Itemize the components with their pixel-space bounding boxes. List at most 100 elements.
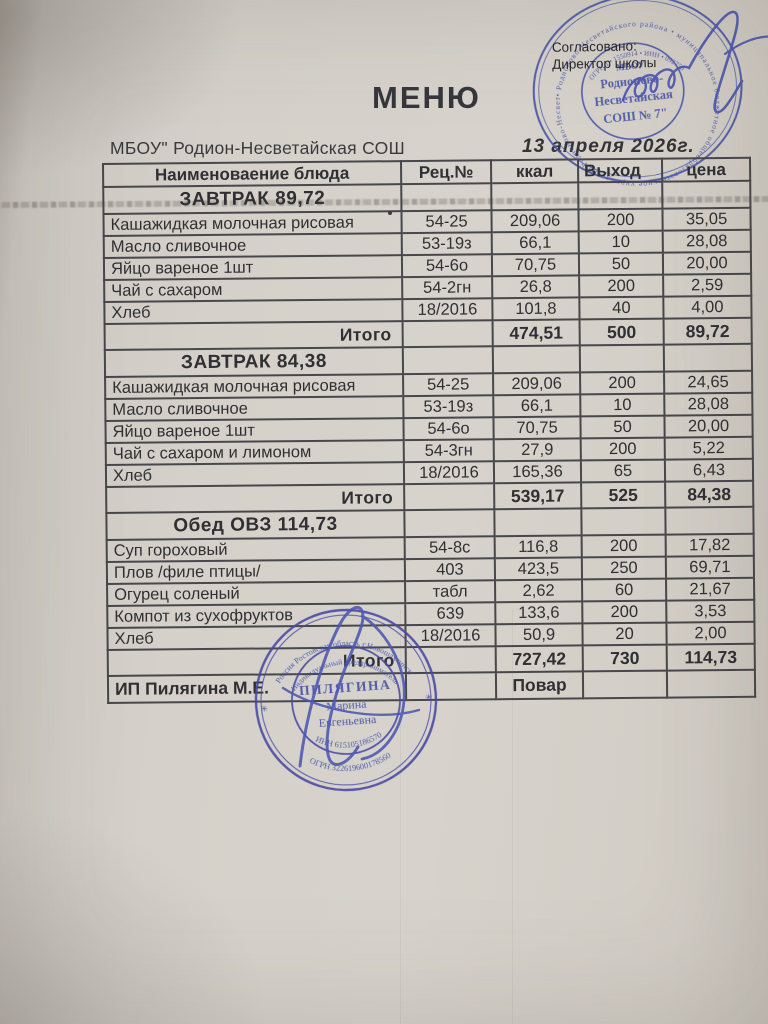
dish-row-0-4-cell-1: 18/2016 (402, 298, 493, 322)
dish-row-0-4-cell-3: 40 (579, 296, 664, 320)
dish-row-1-2-cell-3: 50 (580, 415, 665, 439)
menu-table: Наименоваение блюда Рец.№ ккал Выход цена ЗАВ… (102, 157, 756, 704)
dish-row-2-2-cell-0: Огурец соленый (107, 581, 406, 606)
dish-row-2-4-cell-3: 20 (582, 622, 667, 646)
dish-row-2-3-cell-0: Компот из сухофруктов (107, 603, 406, 628)
dish-row-2-1-cell-0: Плов /филе птицы/ (106, 559, 406, 584)
total-row-0-cell-3: 500 (579, 318, 664, 346)
dish-row-0-0-cell-4: 35,05 (662, 207, 751, 231)
dish-row-1-2-cell-0: Яйцо вареное 1шт (105, 418, 404, 443)
section-title-row-2-cell-4 (665, 506, 754, 535)
approval-line1: Согласовано: (551, 38, 637, 55)
dish-row-0-0-cell-1: 54-25 (401, 210, 492, 234)
dish-row-2-0-cell-2: 116,8 (494, 535, 582, 559)
dish-row-2-1-cell-4: 69,71 (665, 555, 755, 579)
dish-row-2-1-cell-3: 250 (581, 556, 667, 580)
stray-ink-dot (388, 211, 392, 215)
page-title: МЕНЮ (372, 80, 481, 115)
dish-row-1-1-cell-2: 66,1 (493, 394, 581, 418)
paper-fold-line (512, 610, 513, 1024)
entrepreneur-stamp-ogrn: ОГРН 322619600178560 (308, 751, 394, 776)
dish-row-2-2-cell-4: 21,67 (666, 577, 755, 601)
svg-text:ОГРН 322619600178560: ОГРН 322619600178560 (308, 751, 394, 776)
dish-row-2-1-cell-2: 423,5 (494, 557, 583, 581)
dish-row-0-1-cell-4: 28,08 (662, 229, 751, 253)
dish-row-0-0-cell-2: 209,06 (491, 209, 579, 233)
total-row-1-cell-2: 539,17 (494, 482, 582, 510)
table-header-row-cell-0: Наименоваение блюда (103, 161, 402, 187)
section-title-row-2-cell-3 (581, 507, 666, 536)
dish-row-2-0-cell-0: Суп гороховый (106, 537, 405, 562)
total-row-2-cell-3: 730 (582, 644, 667, 672)
svg-text:ИНН 615105186570: ИНН 615105186570 (314, 730, 384, 752)
section-title-row-1-cell-0: ЗАВТРАК 84,38 (104, 347, 404, 377)
dish-row-2-0-cell-4: 17,82 (665, 533, 754, 557)
menu-date: 13 апреля 2026г. (522, 136, 695, 157)
dish-row-2-4-cell-0: Хлеб (107, 625, 406, 650)
dish-row-1-3-cell-3: 200 (580, 437, 665, 461)
dish-row-0-3-cell-0: Чай с сахаром (104, 277, 403, 302)
total-row-2-cell-4: 114,73 (666, 643, 755, 671)
dish-row-2-2-cell-1: табл (405, 580, 496, 604)
stamp-star-left-icon: ✳ (260, 703, 269, 714)
dish-row-0-4-cell-0: Хлеб (104, 299, 403, 324)
footer-row: ИП Пилягина М.Е. Повар (107, 669, 756, 703)
section-title-row-1-cell-1 (402, 346, 494, 375)
dish-row-0-1-cell-0: Масло сливочное (103, 233, 402, 258)
dish-row-0-0-cell-3: 200 (578, 208, 663, 232)
dish-row-0-1-cell-2: 66,1 (491, 231, 579, 255)
dish-row-0-2-cell-3: 50 (578, 252, 664, 276)
dish-row-1-0-cell-1: 54-25 (403, 373, 494, 397)
section-title-row-1-cell-2 (492, 345, 581, 374)
footer-row-cell-1 (405, 672, 497, 701)
entrepreneur-stamp-inn: ИНН 615105186570 (314, 730, 384, 752)
dish-row-0-0-cell-0: Кашажидкая молочная рисовая (103, 211, 402, 236)
total-row-0-cell-4: 89,72 (663, 317, 752, 345)
dish-row-2-0-cell-3: 200 (581, 534, 666, 558)
dish-row-2-3-cell-3: 200 (582, 600, 667, 624)
dish-row-1-4-cell-2: 165,36 (493, 460, 582, 484)
dish-row-2-0-cell-1: 54-8с (404, 536, 495, 560)
dish-row-1-1-cell-0: Масло сливочное (105, 396, 404, 421)
dish-row-1-2-cell-4: 20,00 (664, 414, 753, 438)
dish-row-2-3-cell-1: 639 (405, 602, 496, 626)
dish-row-2-2-cell-2: 2,62 (495, 579, 583, 603)
total-row-1-cell-1 (404, 483, 495, 511)
dish-row-2-3-cell-4: 3,53 (666, 599, 755, 623)
total-row-0-cell-2: 474,51 (492, 319, 580, 347)
dish-row-1-1-cell-3: 10 (580, 393, 665, 417)
dish-row-1-4-cell-3: 65 (580, 459, 666, 483)
section-title-row-0-cell-2 (491, 182, 579, 211)
total-row-2-cell-0: Итого (107, 647, 406, 676)
dish-row-1-3-cell-4: 5,22 (664, 436, 753, 460)
dish-row-0-2-cell-2: 70,75 (491, 253, 580, 277)
dish-row-1-0-cell-2: 209,06 (493, 372, 581, 396)
dish-row-1-0-cell-3: 200 (580, 371, 665, 395)
total-row-0-cell-1 (402, 320, 493, 348)
section-title-row-0-cell-1 (401, 183, 492, 212)
table-header-row-cell-1: Рец.№ (400, 160, 492, 185)
menu-table-body: Наименоваение блюда Рец.№ ккал Выход цена ЗАВ… (103, 157, 756, 703)
section-title-row-2-cell-2 (494, 508, 582, 537)
table-header-row-cell-3: Выход (577, 158, 663, 183)
section-title-row-0-cell-4 (662, 180, 751, 209)
dish-row-1-0-cell-0: Кашажидкая молочная рисовая (105, 374, 404, 399)
org-name: МБОУ" Родион-Несветайская СОШ (110, 138, 405, 158)
approval-line2: Директор школы (552, 55, 657, 72)
dish-row-1-3-cell-2: 27,9 (493, 438, 581, 462)
entrepreneur-stamp-patronymic: Евгеньевна (318, 712, 377, 730)
dish-row-2-2-cell-3: 60 (582, 578, 667, 602)
section-title-row-2-cell-1 (404, 509, 495, 538)
total-row-2-cell-2: 727,42 (495, 645, 583, 673)
approval-note: Согласовано: Директор школы (552, 37, 657, 73)
school-stamp-center-3: Несветайская (594, 87, 674, 109)
footer-row-cell-0: ИП Пилягина М.Е. (107, 673, 407, 703)
section-title-row-0-cell-3 (578, 181, 663, 210)
dish-row-1-2-cell-2: 70,75 (493, 416, 581, 440)
dish-row-1-0-cell-4: 24,65 (664, 370, 753, 394)
total-row-2-cell-1 (405, 646, 496, 674)
dish-row-0-2-cell-1: 54-6о (401, 254, 493, 278)
dish-row-0-1-cell-1: 53-19з (401, 232, 492, 256)
school-stamp-center-4: СОШ № 7" (603, 106, 669, 127)
footer-row-cell-2: Повар (495, 671, 584, 700)
